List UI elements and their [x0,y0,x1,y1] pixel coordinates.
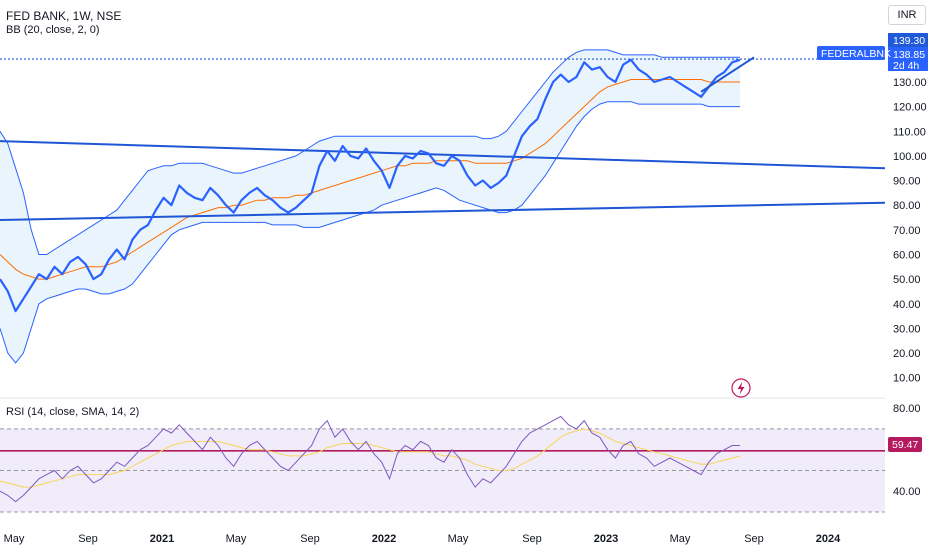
symbol-tag-label: FEDERALBNK [821,48,891,60]
rsi-tick-label: 80.00 [893,403,921,415]
price-tick-label: 20.00 [893,348,921,360]
level-price-tag: 139.30 [888,33,928,47]
currency-button[interactable]: INR [888,5,926,25]
time-tick-label: Sep [522,533,542,545]
time-tick-label: Sep [300,533,320,545]
level-tag-value: 139.30 [893,35,925,47]
price-pane[interactable] [0,49,886,364]
time-tick-label: 2022 [372,533,396,545]
last-price-value: 138.85 [893,49,925,61]
lower-bollinger-band [0,101,740,364]
price-tick-label: 80.00 [893,200,921,212]
bollinger-legend[interactable]: BB (20, close, 2, 0) [6,24,100,36]
symbol-legend[interactable]: FED BANK, 1W, NSE [6,9,122,23]
time-tick-label: Sep [744,533,764,545]
upper-bollinger-band [0,49,740,255]
last-price-tag: 138.85 2d 4h [888,47,928,72]
short-trendline[interactable] [700,56,755,93]
rsi-pane[interactable] [0,415,885,513]
price-tick-label: 40.00 [893,299,921,311]
price-line [0,58,741,313]
lower-trendline[interactable] [0,201,886,221]
lightning-icon[interactable] [731,378,751,398]
rsi-legend[interactable]: RSI (14, close, SMA, 14, 2) [6,406,140,418]
rsi-value-tag: 59.47 [888,437,922,452]
price-tick-label: 130.00 [893,77,927,89]
price-tick-label: 120.00 [893,102,927,114]
price-tick-label: 50.00 [893,274,921,286]
upper-trendline[interactable] [0,140,886,170]
time-tick-label: May [4,533,25,545]
bollinger-band-fill [0,49,740,363]
time-tick-label: May [670,533,691,545]
rsi-line [0,415,740,503]
price-axis[interactable]: 10.00 20.00 30.00 40.00 50.00 60.00 70.00 80.00… [893,77,927,385]
time-tick-label: 2024 [816,533,841,545]
price-tick-label: 90.00 [893,176,921,188]
price-tick-label: 100.00 [893,151,927,163]
time-tick-label: Sep [78,533,98,545]
time-tick-label: May [448,533,469,545]
time-tick-label: 2021 [150,533,174,545]
rsi-axis[interactable]: 80.00 40.00 [893,403,921,498]
price-tick-label: 30.00 [893,323,921,335]
time-tick-label: May [226,533,247,545]
rsi-tick-label: 40.00 [893,486,921,498]
bar-countdown: 2d 4h [893,60,919,72]
time-tick-label: 2023 [594,533,618,545]
rsi-tag-value: 59.47 [892,439,918,451]
price-tick-label: 10.00 [893,373,921,385]
price-tick-label: 110.00 [893,126,926,138]
symbol-tag[interactable]: FEDERALBNK [817,46,891,60]
rsi-ma-line [0,428,741,488]
price-tick-label: 70.00 [893,225,921,237]
time-axis[interactable]: May Sep 2021 May Sep 2022 May Sep 2023 May Sep 2024 [4,533,842,545]
price-tick-label: 60.00 [893,249,921,261]
